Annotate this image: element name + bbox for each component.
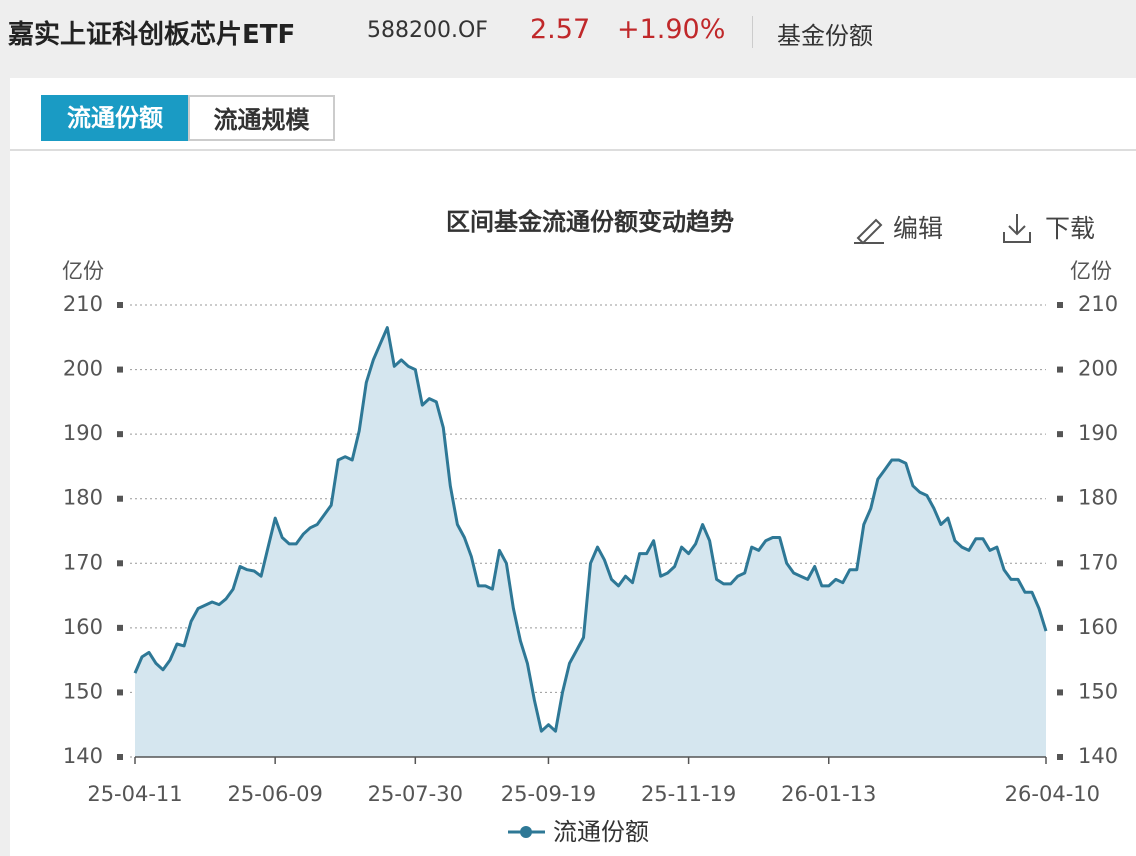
x-tick-label: 25-07-30 [368, 782, 463, 806]
y-tick-mark [117, 689, 123, 696]
x-tick-label: 26-04-10 [1005, 782, 1100, 806]
y2-axis-label: 亿份 [1070, 259, 1112, 283]
edit-label: 编辑 [893, 214, 943, 243]
y2-tick-label: 160 [1078, 615, 1118, 639]
y-tick-label: 150 [63, 679, 103, 703]
y-tick-label: 140 [63, 744, 103, 768]
legend-label: 流通份额 [553, 818, 649, 846]
y2-tick-label: 140 [1078, 744, 1118, 768]
area [135, 327, 1046, 757]
y-tick-label: 170 [63, 550, 103, 574]
price: 2.57 [530, 14, 591, 45]
y2-tick-mark [1057, 624, 1063, 631]
divider [752, 16, 753, 48]
y-tick-mark [117, 754, 123, 760]
y-axis-label: 亿份 [62, 259, 104, 283]
section-label: 基金份额 [777, 22, 873, 50]
y2-tick-label: 180 [1078, 486, 1118, 510]
y2-tick-label: 170 [1078, 550, 1118, 574]
line [133, 326, 1048, 733]
edit-icon [854, 218, 884, 245]
x-tick-label: 25-06-09 [227, 782, 322, 806]
y2-tick-mark [1057, 689, 1063, 696]
x-tick-label: 25-11-19 [641, 782, 736, 806]
y2-tick-label: 190 [1078, 421, 1118, 445]
fund-title: 嘉实上证科创板芯片ETF [8, 20, 296, 50]
y-tick-mark [117, 624, 123, 631]
download-label: 下载 [1045, 214, 1095, 243]
y-tick-label: 200 [63, 357, 103, 381]
y2-tick-mark [1057, 495, 1063, 502]
y-tick-label: 210 [63, 292, 103, 316]
y2-tick-mark [1057, 431, 1063, 438]
y2-tick-label: 210 [1078, 292, 1118, 316]
y-tick-mark [117, 302, 123, 308]
change: +1.90% [617, 14, 726, 45]
y2-tick-mark [1057, 560, 1063, 567]
tab-active[interactable]: 流通份额 [41, 95, 189, 141]
y-tick-mark [117, 495, 123, 502]
y2-tick-mark [1057, 302, 1063, 308]
y2-tick-mark [1057, 754, 1063, 760]
y2-tick-label: 150 [1078, 679, 1118, 703]
separator [10, 149, 1136, 151]
y-tick-label: 160 [63, 615, 103, 639]
chart-title: 区间基金流通份额变动趋势 [446, 208, 734, 236]
edit-button[interactable]: 编辑 [854, 214, 943, 245]
download-button[interactable]: 下载 [1003, 214, 1095, 243]
y-tick-mark [117, 431, 123, 438]
x-tick-label: 25-04-11 [87, 782, 182, 806]
x-tick-label: 25-09-19 [501, 782, 596, 806]
header: 嘉实上证科创板芯片ETF 588200.OF 2.57 +1.90% 基金份额 [0, 0, 1136, 70]
fund-code: 588200.OF [367, 18, 488, 43]
y-tick-mark [117, 366, 123, 373]
x-tick-label: 26-01-13 [781, 782, 876, 806]
y2-tick-mark [1057, 366, 1063, 373]
y-tick-label: 180 [63, 486, 103, 510]
download-icon [1003, 214, 1031, 243]
legend-marker [520, 826, 532, 838]
y-tick-mark [117, 560, 123, 567]
y2-tick-label: 200 [1078, 357, 1118, 381]
y-tick-label: 190 [63, 421, 103, 445]
tab[interactable]: 流通规模 [188, 95, 335, 141]
